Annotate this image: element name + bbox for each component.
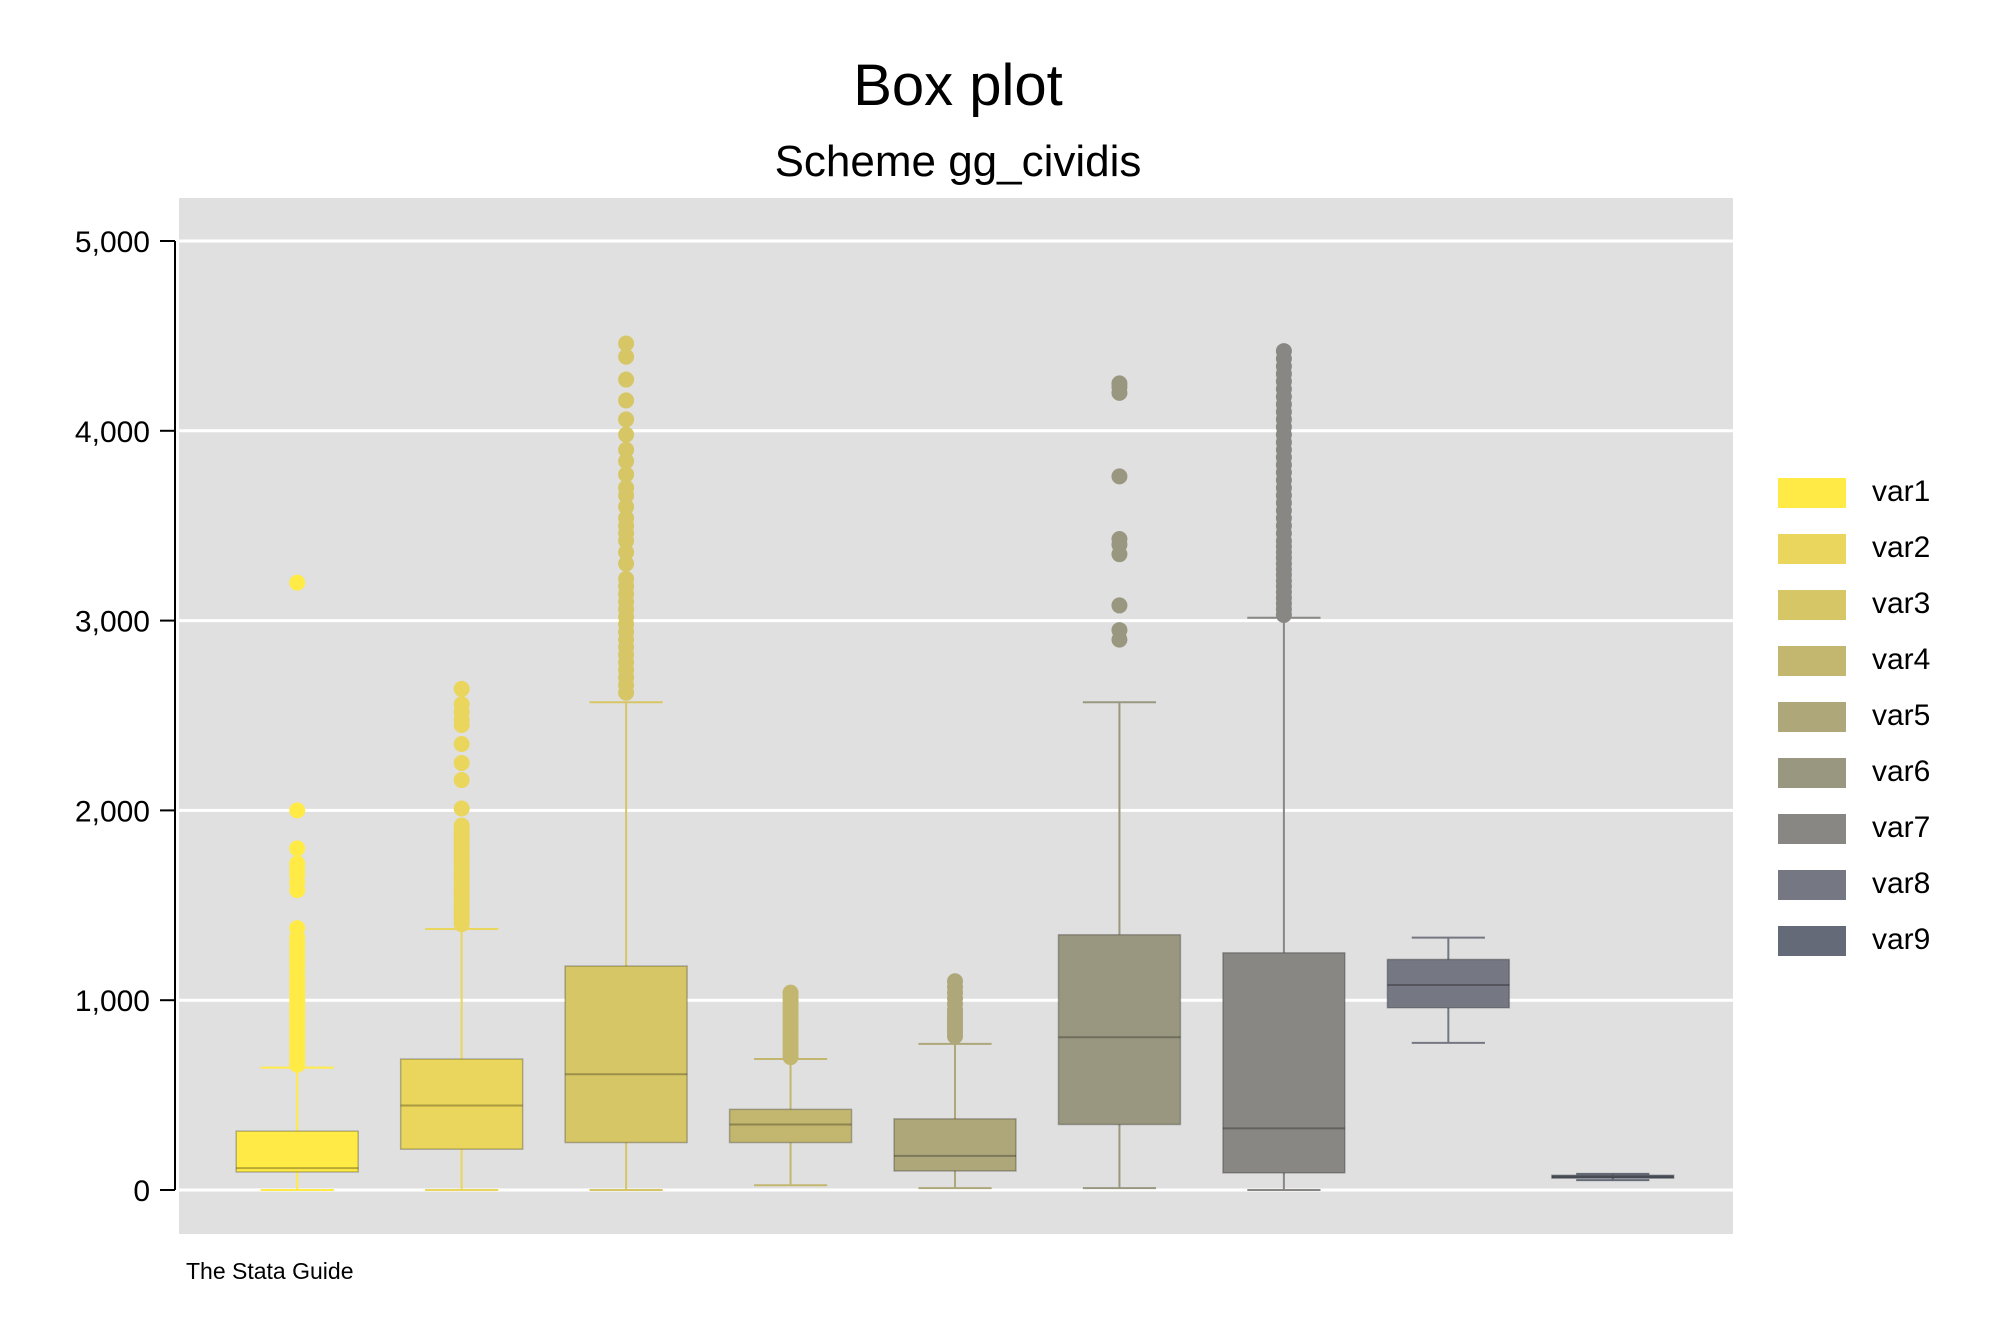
outlier-point: [618, 466, 635, 483]
legend-item-var5: var5: [1778, 694, 1978, 750]
iqr-box: [1057, 933, 1182, 1126]
outlier-point: [289, 802, 306, 819]
outlier-point: [618, 411, 635, 428]
box-series: [235, 335, 1675, 1191]
legend-label: var4: [1872, 643, 1931, 676]
outlier-point: [618, 392, 635, 409]
chart-subtitle: Scheme gg_cividis: [775, 137, 1142, 186]
outlier-point: [453, 817, 470, 834]
legend-swatch: [1778, 534, 1846, 564]
legend-item-var8: var8: [1778, 862, 1978, 918]
box-var9: [1551, 1172, 1675, 1182]
y-tick-label: 5,000: [75, 226, 150, 259]
box-var5: [893, 973, 1017, 1190]
outlier-point: [453, 772, 470, 789]
outlier-point: [618, 555, 635, 572]
y-axis-ticks: 0 1,000 2,000 3,000 4,000 5,000: [75, 226, 175, 1208]
legend-label: var1: [1872, 475, 1931, 508]
outlier-point: [453, 735, 470, 752]
outlier-point: [618, 544, 635, 561]
iqr-box: [893, 1118, 1017, 1172]
legend-swatch: [1778, 478, 1846, 508]
legend-swatch: [1778, 814, 1846, 844]
box-var1: [235, 574, 359, 1191]
iqr-box: [728, 1108, 853, 1144]
legend-label: var9: [1872, 923, 1931, 956]
outlier-point: [289, 920, 306, 937]
iqr-box: [1551, 1174, 1675, 1179]
outlier-point: [453, 754, 470, 771]
outlier-point: [618, 348, 635, 365]
y-tick-label: 1,000: [75, 985, 150, 1018]
iqr-box: [1222, 952, 1346, 1174]
outlier-point: [1111, 530, 1128, 547]
iqr-box: [399, 1058, 524, 1150]
legend-label: var8: [1872, 867, 1931, 900]
box-var2: [399, 680, 524, 1191]
outlier-point: [618, 510, 635, 527]
legend-item-var7: var7: [1778, 806, 1978, 862]
outlier-point: [289, 855, 306, 872]
iqr-box: [564, 965, 688, 1144]
outlier-point: [947, 973, 963, 990]
outlier-point: [618, 371, 635, 388]
legend: var1 var2 var3 var4 var5 var6 var7 var8 var9: [1778, 470, 1978, 974]
outlier-point: [618, 441, 635, 458]
legend-label: var5: [1872, 699, 1931, 732]
outlier-point: [618, 570, 635, 587]
outlier-point: [1111, 468, 1128, 485]
outlier-point: [618, 498, 635, 515]
outlier-point: [1111, 622, 1128, 639]
iqr-box: [1386, 958, 1511, 1009]
legend-item-var2: var2: [1778, 526, 1978, 582]
y-tick-label: 2,000: [75, 795, 150, 828]
chart-note: The Stata Guide: [186, 1258, 354, 1284]
box-var3: [564, 335, 688, 1191]
chart-title: Box plot: [853, 53, 1063, 118]
outlier-point: [618, 453, 635, 470]
legend-label: var6: [1872, 755, 1931, 788]
outlier-point: [782, 984, 799, 1001]
box-var6: [1057, 375, 1182, 1190]
outlier-point: [1111, 597, 1128, 614]
outlier-point: [289, 840, 306, 857]
outlier-point: [453, 680, 470, 697]
outlier-point: [453, 800, 470, 817]
legend-item-var6: var6: [1778, 750, 1978, 806]
legend-item-var3: var3: [1778, 582, 1978, 638]
outlier-point: [1275, 343, 1292, 360]
legend-swatch: [1778, 702, 1846, 732]
iqr-box: [235, 1130, 359, 1173]
outlier-point: [289, 574, 306, 591]
legend-item-var4: var4: [1778, 638, 1978, 694]
legend-swatch: [1778, 926, 1846, 956]
outlier-point: [618, 335, 635, 352]
box-var4: [728, 984, 853, 1187]
legend-label: var7: [1872, 811, 1931, 844]
outlier-point: [618, 479, 635, 496]
legend-swatch: [1778, 870, 1846, 900]
legend-swatch: [1778, 590, 1846, 620]
legend-swatch: [1778, 646, 1846, 676]
outlier-point: [1111, 375, 1128, 392]
y-tick-label: 0: [133, 1175, 150, 1208]
y-tick-label: 3,000: [75, 606, 150, 639]
legend-label: var2: [1872, 531, 1931, 564]
legend-item-var1: var1: [1778, 470, 1978, 526]
legend-item-var9: var9: [1778, 918, 1978, 974]
box-var7: [1222, 343, 1346, 1191]
y-tick-label: 4,000: [75, 416, 150, 449]
outlier-point: [618, 426, 635, 443]
outlier-point: [453, 696, 470, 713]
legend-label: var3: [1872, 587, 1931, 620]
legend-swatch: [1778, 758, 1846, 788]
box-var8: [1386, 936, 1511, 1044]
